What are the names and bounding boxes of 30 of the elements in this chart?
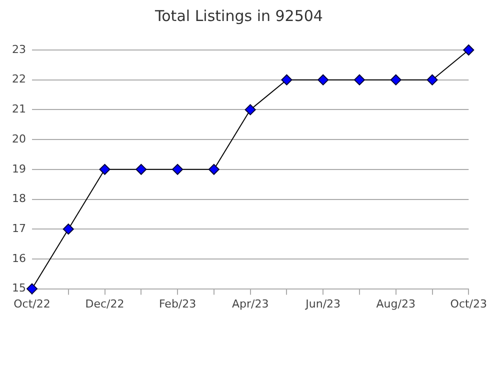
y-tick-label: 15 [12,282,26,295]
point [208,164,220,175]
y-tick-label: 18 [12,192,26,206]
y-tick-label: 19 [12,162,26,176]
x-tick-label: Aug/23 [376,297,416,310]
point [62,224,74,235]
point [99,164,110,175]
x-tick-label: Jun/23 [304,297,341,310]
point [318,74,329,86]
point [172,164,184,175]
y-tick-label: 22 [12,72,26,86]
point [244,104,256,116]
point [136,164,147,175]
point [463,44,474,56]
y-tick-label: 17 [12,222,26,235]
chart-title: Total Listings in 92504 [154,6,323,25]
point [354,74,365,86]
point [426,74,438,86]
y-tick-label: 16 [12,252,26,265]
x-tick-label: Dec/22 [85,297,124,310]
x-tick-label: Feb/23 [158,297,196,310]
x-tick-label: Oct/23 [450,297,488,310]
x-tick-label: Apr/23 [232,297,269,310]
y-tick-label: 21 [12,102,26,116]
x-tick-label: Oct/22 [14,297,50,310]
y-tick-label: 23 [12,42,26,56]
point [281,74,292,86]
point [26,283,38,294]
point [390,74,402,86]
y-tick-label: 20 [12,132,26,146]
